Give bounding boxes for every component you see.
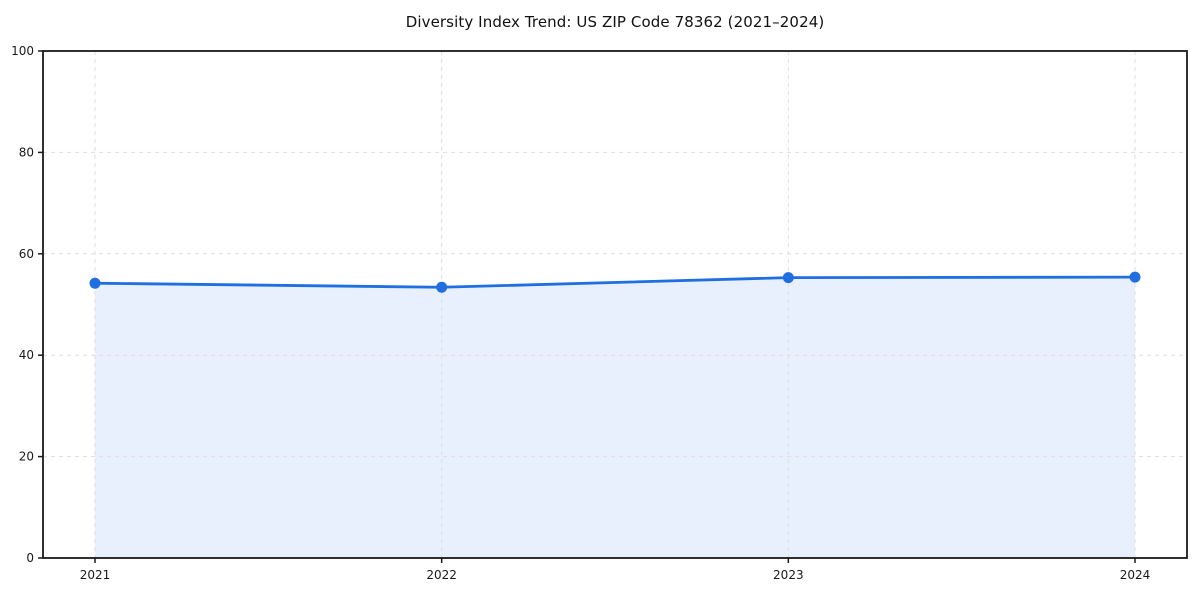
x-tick-label: 2023 — [773, 568, 804, 582]
data-point-marker — [89, 277, 101, 289]
trend-line — [93, 275, 1137, 289]
x-tick-label: 2022 — [426, 568, 457, 582]
axis-frame — [42, 50, 1188, 559]
chart-title: Diversity Index Trend: US ZIP Code 78362… — [405, 13, 825, 31]
data-point-marker — [782, 272, 794, 284]
data-point-marker — [1129, 271, 1141, 283]
y-tick-label: 100 — [11, 44, 34, 58]
y-tick-label: 40 — [19, 348, 34, 362]
y-tick-label: 60 — [19, 247, 34, 261]
area-fill — [95, 277, 1135, 558]
x-tick-label: 2024 — [1120, 568, 1151, 582]
y-tick-label: 20 — [19, 450, 34, 464]
y-tick-label: 0 — [26, 551, 34, 565]
data-point-marker — [436, 281, 448, 293]
y-tick-label: 80 — [19, 145, 34, 159]
x-tick-label: 2021 — [80, 568, 111, 582]
